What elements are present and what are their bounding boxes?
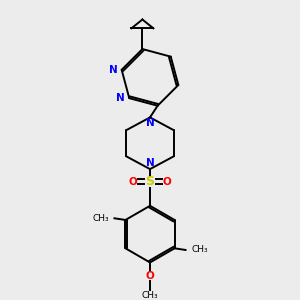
Text: O: O	[163, 177, 172, 187]
Text: N: N	[146, 158, 154, 168]
Text: CH₃: CH₃	[92, 214, 109, 223]
Text: N: N	[109, 65, 118, 75]
Text: CH₃: CH₃	[142, 291, 158, 300]
Text: CH₃: CH₃	[191, 245, 208, 254]
Text: O: O	[146, 272, 154, 281]
Text: S: S	[146, 175, 154, 188]
Text: O: O	[128, 177, 137, 187]
Text: N: N	[116, 93, 125, 103]
Text: N: N	[146, 118, 154, 128]
